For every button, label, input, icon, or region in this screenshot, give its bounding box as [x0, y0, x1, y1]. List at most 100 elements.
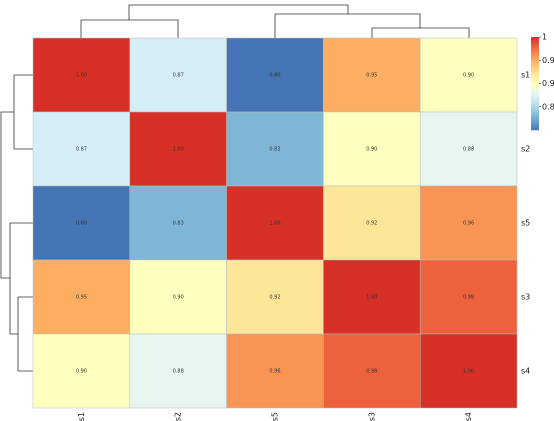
heatmap-cell [419, 111, 518, 187]
cell-label: 1.00 [269, 221, 280, 227]
colorbar-segment [531, 104, 539, 108]
cell-label: 1.00 [366, 295, 377, 301]
cell-label: 0.83 [269, 147, 280, 153]
column-label: s1 [77, 412, 86, 421]
heatmap-cell [323, 185, 421, 261]
cell-label: 0.88 [463, 147, 474, 153]
cell-label: 0.88 [173, 369, 184, 375]
colorbar-segment [531, 41, 539, 45]
colorbar-segment [531, 57, 539, 61]
colorbar-segment [531, 127, 539, 131]
left-dendrogram [0, 74, 33, 372]
row-label: s4 [521, 367, 530, 376]
cell-label: 0.96 [269, 369, 280, 375]
cell-label: 0.90 [366, 147, 377, 153]
colorbar-segment [531, 102, 539, 105]
colorbar-segment [531, 109, 539, 112]
top-dendrogram [80, 4, 470, 38]
heatmap-cell [32, 37, 131, 113]
colorbar-segment [531, 123, 539, 126]
cell-label: 0.98 [366, 369, 377, 375]
colorbar-segment [531, 111, 539, 115]
colorbar-segment [531, 116, 539, 119]
cell-label: 0.90 [76, 369, 87, 375]
colorbar-segment [531, 67, 539, 70]
colorbar-segment [531, 69, 539, 73]
colorbar-segment [531, 46, 539, 49]
colorbar-segment [531, 106, 539, 110]
heatmap-cell [32, 111, 131, 187]
heatmap-cell [419, 333, 518, 409]
heatmap-cell [129, 37, 227, 113]
colorbar-segment [531, 113, 539, 117]
heatmap-cell [226, 259, 324, 335]
colorbar-segment [531, 37, 539, 40]
cell-label: 0.96 [463, 221, 474, 227]
row-label: s2 [521, 145, 530, 154]
colorbar-segment [531, 81, 539, 84]
colorbar-segment [531, 88, 539, 91]
cell-label: 1.00 [173, 147, 184, 153]
column-label: s3 [367, 412, 376, 421]
heatmap-cell [226, 111, 324, 187]
heatmap-cell [323, 37, 421, 113]
heatmap-cell [32, 333, 131, 409]
column-label: s4 [464, 412, 473, 421]
colorbar-segment [531, 55, 539, 59]
cell-label: 0.92 [269, 295, 280, 301]
colorbar-segment [531, 60, 539, 63]
heatmap-cell [419, 37, 518, 113]
cell-label: 0.80 [76, 221, 87, 227]
colorbar-segment [531, 64, 539, 68]
colorbar-segment [531, 125, 539, 128]
colorbar-segment [531, 85, 539, 89]
colorbar-segment [531, 76, 539, 80]
cell-label: 0.92 [366, 221, 377, 227]
heatmap-cell [323, 259, 421, 335]
colorbar-tick-label: 0.85 [542, 102, 554, 111]
colorbar-segment [531, 43, 539, 47]
colorbar-segment [531, 97, 539, 101]
heatmap-cell [129, 333, 227, 409]
row-label: s3 [521, 293, 530, 302]
colorbar-segment [531, 92, 539, 96]
heatmap-cell [226, 185, 324, 261]
colorbar-segment [531, 48, 539, 52]
cell-label: 0.98 [463, 295, 474, 301]
colorbar-segment [531, 39, 539, 42]
colorbar-segment [531, 53, 539, 56]
colorbar-segment [531, 62, 539, 66]
heatmap-cell [226, 37, 324, 113]
cell-label: 0.80 [269, 73, 280, 79]
cell-label: 0.90 [463, 73, 474, 79]
colorbar-segment [531, 118, 539, 121]
colorbar-segment [531, 83, 539, 87]
row-label: s1 [521, 71, 530, 80]
cell-label: 0.90 [173, 295, 184, 301]
colorbar-segment [531, 99, 539, 103]
row-label: s5 [521, 219, 530, 228]
colorbar-segment [531, 95, 539, 98]
column-label: s5 [271, 412, 280, 421]
colorbar-tick-label: 1 [542, 33, 547, 42]
cell-label: 0.87 [173, 73, 184, 79]
cell-label: 1.00 [463, 369, 474, 375]
column-label: s2 [174, 412, 183, 421]
colorbar-segment [531, 90, 539, 94]
cell-label: 0.95 [366, 73, 377, 79]
cell-label: 0.87 [76, 147, 87, 153]
heatmap-cell [226, 333, 324, 409]
heatmap-cell [129, 185, 227, 261]
cell-label: 0.83 [173, 221, 184, 227]
colorbar-segment [531, 74, 539, 77]
colorbar-tick-label: 0.9 [542, 79, 554, 88]
colorbar-segment [531, 78, 539, 82]
cell-label: 0.95 [76, 295, 87, 301]
colorbar-segment [531, 120, 539, 124]
heatmap-cell [419, 259, 518, 335]
colorbar-segment [531, 50, 539, 54]
heatmap-cell [32, 259, 131, 335]
cell-label: 1.00 [76, 73, 87, 79]
colorbar-tick-label: 0.95 [542, 56, 554, 65]
